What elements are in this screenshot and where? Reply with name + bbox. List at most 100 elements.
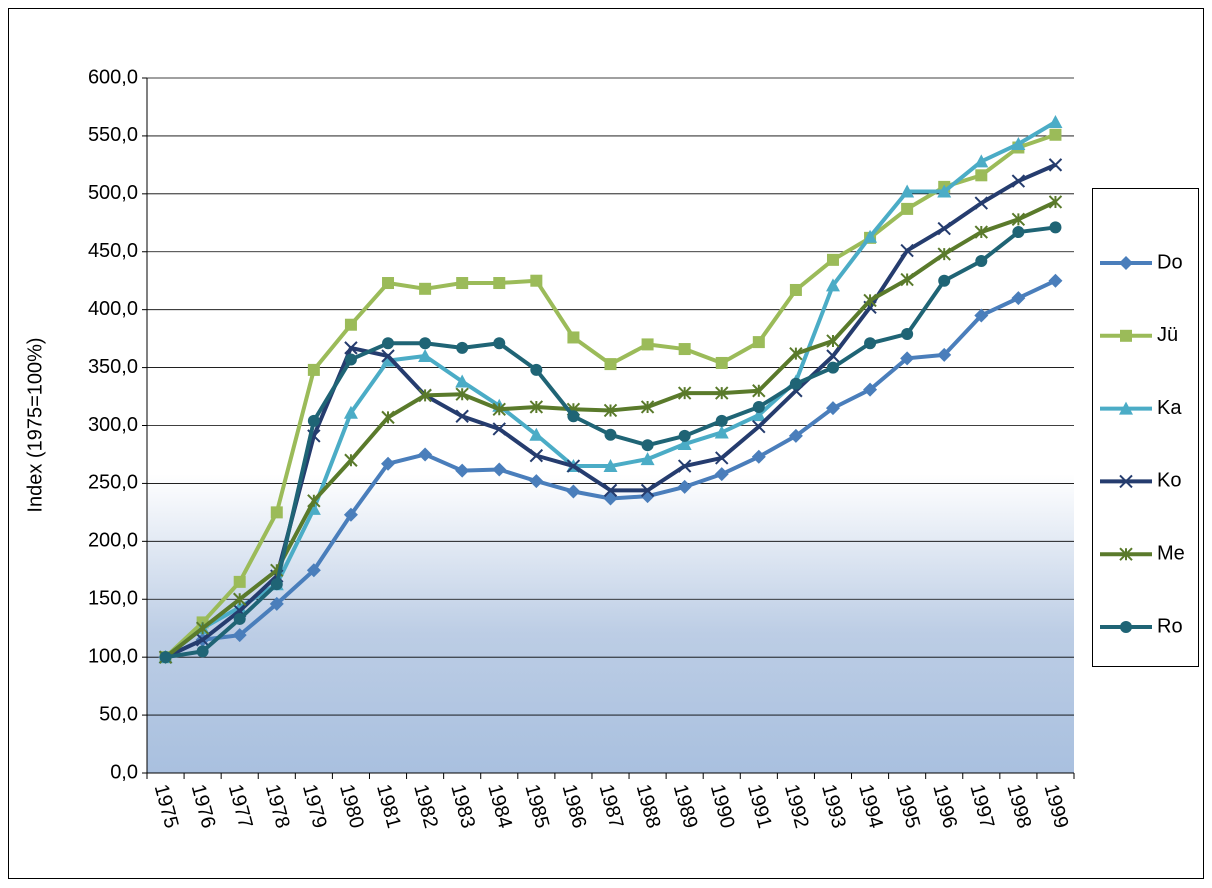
marker (604, 428, 617, 441)
marker (455, 387, 469, 401)
marker (381, 456, 396, 471)
marker (306, 563, 321, 578)
marker (603, 459, 618, 473)
legend-marker (1119, 401, 1133, 415)
legend-label: Do (1157, 251, 1183, 273)
marker (270, 506, 283, 519)
marker (751, 408, 766, 422)
marker (492, 462, 507, 477)
marker (567, 331, 580, 344)
marker (975, 255, 988, 268)
marker (233, 612, 246, 625)
marker (677, 479, 692, 494)
marker (752, 336, 765, 349)
legend-label: Ko (1157, 470, 1181, 492)
y-tick-label: 250,0 (88, 472, 138, 494)
marker (863, 229, 878, 243)
marker (270, 578, 283, 591)
marker (825, 278, 840, 292)
marker (1012, 226, 1025, 239)
marker (901, 327, 914, 340)
marker (419, 337, 432, 350)
marker (937, 247, 951, 261)
marker (938, 274, 951, 287)
marker (937, 221, 951, 236)
marker (789, 377, 802, 390)
marker (307, 494, 321, 508)
marker (418, 447, 433, 462)
marker (1048, 195, 1063, 209)
marker (1011, 174, 1026, 188)
marker (974, 154, 989, 168)
marker (900, 351, 915, 366)
marker (864, 337, 877, 350)
marker (677, 386, 692, 400)
marker (826, 334, 840, 348)
marker (937, 347, 952, 362)
marker (1048, 273, 1063, 288)
marker (455, 463, 470, 478)
marker (900, 243, 914, 258)
y-tick-label: 350,0 (88, 356, 138, 378)
marker (677, 437, 692, 451)
legend-label: Ka (1157, 397, 1182, 419)
marker (381, 353, 396, 367)
marker (344, 453, 358, 467)
legend-marker (1119, 547, 1133, 561)
marker (715, 451, 729, 465)
marker (344, 353, 357, 366)
marker (159, 651, 172, 664)
marker (900, 184, 915, 198)
marker (567, 410, 580, 423)
marker (603, 483, 618, 498)
marker (529, 400, 544, 414)
marker (603, 403, 618, 418)
y-tick-label: 50,0 (99, 703, 138, 725)
marker (1048, 115, 1063, 129)
y-axis-label: Index (1975=100%) (24, 337, 46, 512)
marker (1048, 158, 1063, 172)
marker (751, 449, 766, 464)
marker (974, 308, 989, 323)
marker (492, 402, 506, 416)
marker (1011, 291, 1026, 306)
marker (307, 363, 320, 376)
y-tick-label: 200,0 (88, 530, 138, 552)
marker (232, 628, 247, 643)
marker (306, 501, 321, 515)
marker (195, 621, 210, 635)
marker (714, 467, 729, 482)
marker (307, 414, 320, 427)
marker (901, 202, 914, 215)
marker (530, 363, 543, 376)
marker (343, 405, 358, 419)
marker (826, 253, 839, 266)
marker (529, 448, 544, 463)
marker (382, 277, 395, 290)
legend-label: Ro (1157, 615, 1183, 637)
legend-marker (1120, 329, 1132, 342)
marker (641, 338, 654, 351)
marker (974, 196, 989, 210)
marker (900, 272, 914, 287)
marker (826, 349, 840, 363)
marker (788, 428, 803, 443)
marker (826, 361, 839, 374)
marker (752, 400, 765, 413)
marker (640, 400, 655, 414)
legend-marker (1119, 474, 1133, 489)
marker (752, 419, 766, 434)
legend-marker (1119, 256, 1133, 270)
marker (1049, 221, 1062, 234)
marker (1011, 137, 1026, 151)
marker (825, 401, 840, 416)
marker (196, 645, 209, 658)
marker (604, 358, 617, 371)
marker (863, 382, 878, 397)
marker (678, 343, 691, 356)
marker (974, 225, 989, 239)
marker (382, 337, 395, 350)
y-tick-label: 100,0 (88, 645, 138, 667)
legend (1092, 188, 1199, 667)
marker (418, 388, 432, 403)
